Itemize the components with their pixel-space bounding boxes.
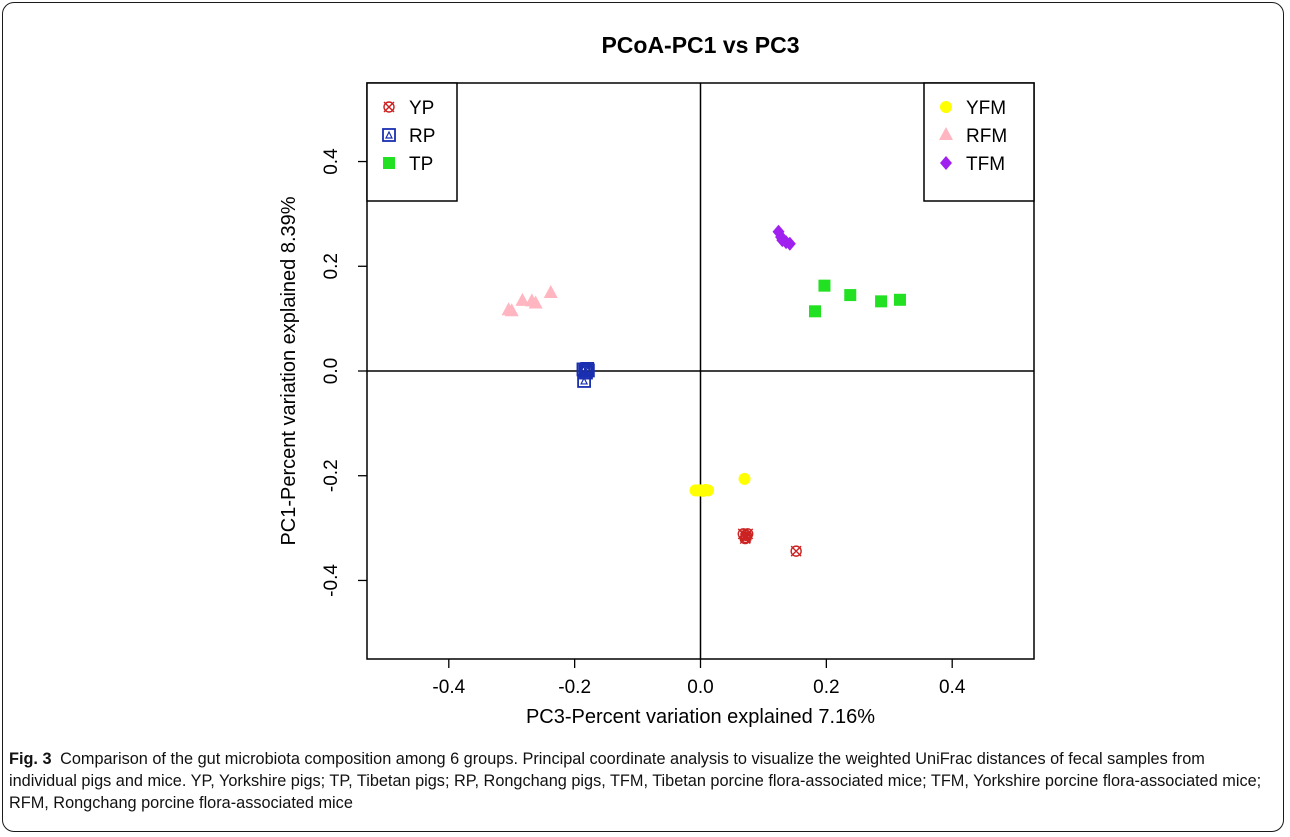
marker-cross [739, 533, 751, 545]
data-point-rfm [543, 284, 558, 298]
marker-inner-triangle [580, 376, 589, 385]
caption-label: Fig. 3 [9, 750, 52, 768]
x-tick-label: 0.4 [939, 677, 966, 698]
marker-diamond [940, 156, 952, 170]
legend-marker-yfm [940, 101, 952, 113]
data-point-tp [893, 293, 906, 306]
chart-title: PCoA-PC1 vs PC3 [601, 32, 799, 58]
series-yfm [689, 472, 751, 497]
data-point-tfm [783, 236, 796, 251]
data-point-tp [809, 305, 822, 318]
data-point-tp [818, 279, 831, 292]
legend-top-right: YFM RFM TFM [923, 82, 1035, 202]
marker-square [893, 293, 906, 306]
y-axis-label: PC1-Percent variation explained 8.39% [278, 196, 300, 545]
legend-label-rp: RP [409, 126, 435, 147]
series-tp [809, 279, 906, 318]
marker-dot [940, 101, 952, 113]
legend-top-left: YP RP TP [366, 82, 458, 202]
legend-marker-tp [383, 157, 395, 169]
marker-triangle [939, 127, 953, 140]
marker-inner-triangle [385, 130, 393, 139]
marker-square [809, 305, 822, 318]
data-point-yp [790, 545, 802, 557]
y-tick-label: 0.2 [321, 253, 342, 279]
legend-label-rfm: RFM [966, 126, 1007, 147]
data-point-yfm [738, 472, 751, 485]
marker-square [577, 374, 591, 388]
data-point-yfm [702, 484, 715, 497]
marker-square [580, 363, 595, 378]
y-tick-label: -0.4 [321, 564, 342, 597]
legend-label-yfm: YFM [966, 98, 1006, 119]
pcoa-scatter-plot: PCoA-PC1 vs PC3 -0.4 -0.2 0.0 0.2 0.4 -0.4 -0.… [278, 32, 1035, 728]
x-axis-label: PC3-Percent variation explained 7.16% [526, 706, 875, 728]
marker-cross [383, 101, 395, 113]
marker-square [844, 289, 857, 302]
data-point-yp [740, 529, 753, 542]
legend-marker-rfm [939, 127, 953, 140]
marker-square [383, 157, 395, 169]
data-point-rp [577, 374, 591, 388]
legend-label-tfm: TFM [966, 154, 1005, 175]
legend-marker-yp [383, 101, 395, 113]
legend-marker-tfm [940, 156, 952, 170]
y-tick-label: 0.0 [321, 358, 342, 384]
marker-triangle [543, 284, 558, 298]
data-point-tp [875, 295, 888, 308]
marker-inner-triangle [583, 366, 592, 375]
x-tick-label: 0.0 [687, 677, 713, 698]
marker-ring [383, 101, 395, 113]
legend-label-tp: TP [409, 154, 433, 175]
data-point-rfm [504, 303, 519, 317]
series-rp [576, 362, 595, 388]
marker-triangle [504, 303, 519, 317]
legend-label-yp: YP [409, 98, 434, 119]
x-tick-label: -0.2 [558, 677, 591, 698]
data-point-rp [580, 363, 595, 378]
caption-text: Comparison of the gut microbiota composi… [9, 750, 1262, 812]
marker-triangle [515, 292, 530, 306]
marker-square [818, 279, 831, 292]
legend-marker-rp [382, 128, 396, 142]
data-point-rfm [528, 295, 543, 309]
marker-cross [790, 545, 802, 557]
marker-diamond [783, 236, 796, 251]
y-tick-label: 0.4 [321, 148, 342, 175]
marker-ring [790, 545, 802, 557]
series-yp [737, 528, 802, 557]
marker-square [382, 128, 396, 142]
marker-dot [738, 472, 751, 485]
marker-cross [740, 529, 752, 541]
marker-dot [702, 484, 715, 497]
y-tick-label: -0.2 [321, 459, 342, 492]
marker-triangle [528, 295, 543, 309]
marker-ring [740, 529, 753, 542]
figure-caption: Fig. 3 Comparison of the gut microbiota … [9, 748, 1277, 814]
data-point-rfm [515, 292, 530, 306]
x-tick-label: -0.4 [432, 677, 465, 698]
data-point-tp [844, 289, 857, 302]
legend-box [366, 82, 458, 202]
marker-square [875, 295, 888, 308]
series-rfm [501, 284, 558, 317]
marker-square [579, 365, 593, 380]
x-tick-label: 0.2 [813, 677, 839, 698]
series-tfm [772, 224, 796, 251]
